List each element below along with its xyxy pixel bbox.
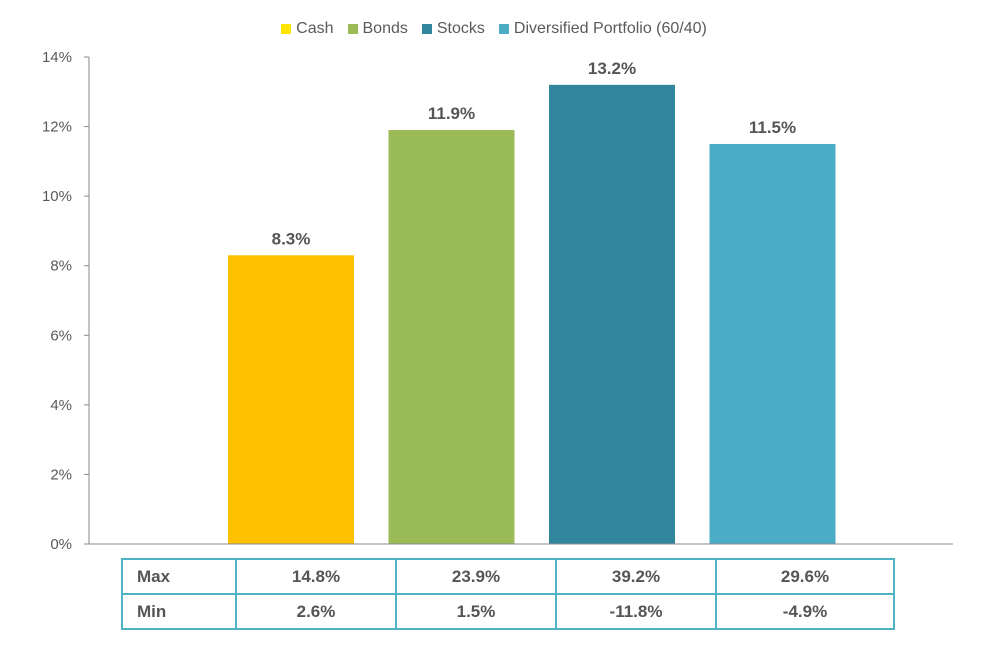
legend-label-stocks: Stocks <box>436 20 485 37</box>
legend-swatch-stocks <box>421 24 432 34</box>
bars <box>228 84 836 545</box>
min-cash-cell: 2.6% <box>235 593 397 630</box>
legend-item-bonds: Bonds <box>347 20 408 38</box>
stats-table: Max 14.8% 23.9% 39.2% 29.6% Min 2.6% 1.5… <box>121 558 895 630</box>
y-tick-label: 14% <box>42 49 72 66</box>
y-tick-label: 2% <box>50 466 72 483</box>
y-tick-label: 10% <box>42 188 72 205</box>
max-stocks-cell: 39.2% <box>555 558 717 595</box>
y-tick-label: 12% <box>42 119 72 136</box>
legend-swatch-bonds <box>347 24 358 34</box>
row-label-max: Max <box>121 558 237 595</box>
y-tick-label: 4% <box>50 397 72 414</box>
legend-label-bonds: Bonds <box>362 20 408 37</box>
bar-value-label: 11.9% <box>428 104 475 123</box>
table-row-max: Max 14.8% 23.9% 39.2% 29.6% <box>121 558 895 595</box>
row-label-min: Min <box>121 593 237 630</box>
bar-chart: 0% 2% 4% 6% 8% 10% 12% 14% 8.3% 11.9% 13.2% 11.5% <box>42 49 953 553</box>
bar-value-label: 8.3% <box>272 229 311 248</box>
max-diversified-cell: 29.6% <box>715 558 895 595</box>
legend-swatch-cash <box>281 24 292 34</box>
legend-item-diversified: Diversified Portfolio (60/40) <box>498 20 707 38</box>
bar-1 <box>388 130 515 545</box>
legend-label-diversified: Diversified Portfolio (60/40) <box>513 20 707 37</box>
y-axis-ticks: 0% 2% 4% 6% 8% 10% 12% 14% <box>42 49 89 553</box>
legend-item-cash: Cash <box>281 20 334 38</box>
legend-swatch-diversified <box>498 24 509 34</box>
legend-item-stocks: Stocks <box>421 20 485 38</box>
table-row-min: Min 2.6% 1.5% -11.8% -4.9% <box>121 593 895 630</box>
max-bonds-cell: 23.9% <box>395 558 557 595</box>
bar-value-label: 11.5% <box>749 118 796 137</box>
min-stocks-cell: -11.8% <box>555 593 717 630</box>
bar-value-labels: 8.3% 11.9% 13.2% 11.5% <box>272 59 797 248</box>
min-bonds-cell: 1.5% <box>395 593 557 630</box>
y-tick-label: 6% <box>50 327 72 344</box>
y-tick-label: 8% <box>50 258 72 275</box>
bar-3 <box>709 143 836 544</box>
min-diversified-cell: -4.9% <box>715 593 895 630</box>
legend-label-cash: Cash <box>296 20 334 37</box>
y-tick-label: 0% <box>50 536 72 553</box>
bar-2 <box>549 84 675 544</box>
max-cash-cell: 14.8% <box>235 558 397 595</box>
chart-legend: Cash Bonds Stocks Diversified Portfolio … <box>0 20 988 38</box>
bar-0 <box>228 255 354 544</box>
bar-value-label: 13.2% <box>588 59 636 78</box>
